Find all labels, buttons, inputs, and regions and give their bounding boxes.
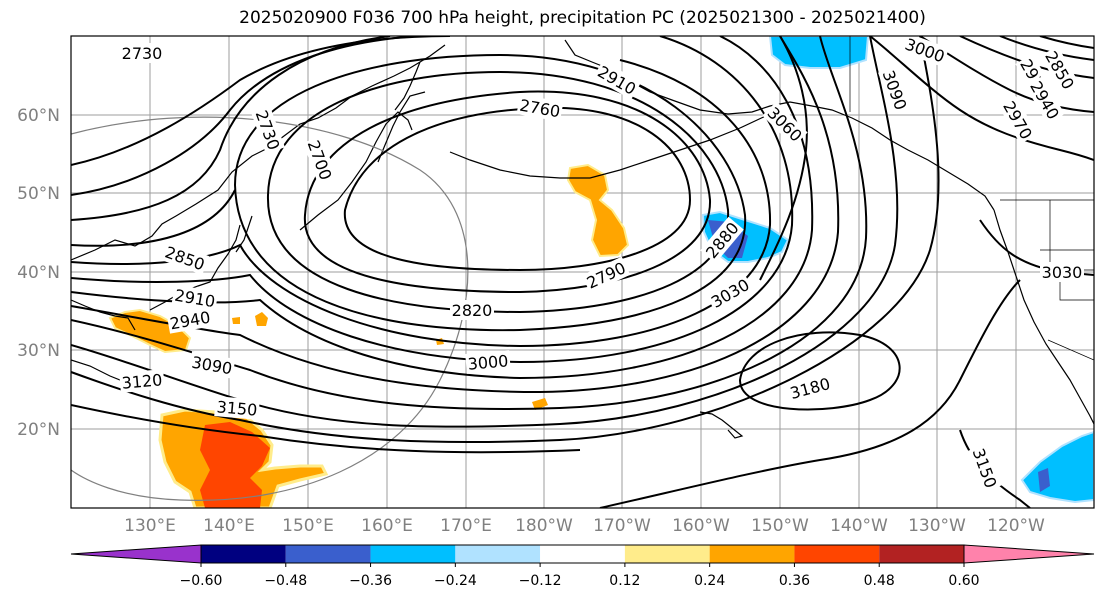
contour-label-bg bbox=[120, 43, 164, 63]
graticule bbox=[71, 36, 1094, 508]
contour-label-bg bbox=[878, 65, 912, 115]
precip-area-heavy bbox=[200, 422, 270, 508]
longitude-label: 150°W bbox=[751, 516, 809, 536]
latitude-label: 40°N bbox=[17, 263, 60, 283]
contour-label-bg bbox=[251, 105, 285, 155]
longitude-label: 130°E bbox=[124, 516, 176, 536]
colorbar-swatch bbox=[201, 545, 286, 563]
colorbar-extend-max bbox=[963, 544, 1095, 564]
precip-area-small bbox=[532, 398, 548, 410]
contour-label-bg bbox=[700, 216, 744, 264]
contour-label-bg bbox=[160, 241, 210, 275]
colorbar-swatch bbox=[370, 545, 456, 563]
colorbar-frame bbox=[200, 544, 965, 564]
colorbar-tick-label: 0.12 bbox=[609, 573, 640, 589]
contour-label: 3000 bbox=[467, 351, 509, 373]
colorbar-extend-min bbox=[70, 544, 202, 564]
colorbar-tick-label: −0.24 bbox=[434, 573, 477, 589]
longitude-label: 140°W bbox=[830, 516, 888, 536]
longitude-label: 160°W bbox=[672, 516, 730, 536]
contour-label-bg bbox=[171, 284, 219, 312]
precip-area-small bbox=[255, 312, 268, 326]
precip-area-alaska bbox=[768, 36, 870, 69]
contour-label-bg bbox=[166, 306, 214, 334]
longitude-label: 150°E bbox=[282, 516, 334, 536]
contour-label-bg bbox=[900, 36, 950, 67]
longitude-label: 160°E bbox=[361, 516, 413, 536]
contour-label-bg bbox=[592, 60, 642, 100]
colorbar-tick-label: 0.24 bbox=[694, 573, 725, 589]
contour-label-bg bbox=[786, 372, 834, 404]
longitude-label: 140°E bbox=[203, 516, 255, 536]
precip-area-small bbox=[232, 317, 240, 324]
longitude-axis: 130°E 140°E 150°E 160°E 170°E 180°W 170°W 160°W… bbox=[124, 516, 1045, 536]
contour-label: 2730 bbox=[122, 44, 163, 63]
contour-label-bg bbox=[465, 350, 511, 374]
map-frame bbox=[70, 35, 1095, 509]
colorbar-swatch bbox=[455, 545, 541, 563]
longitude-label: 120°W bbox=[987, 516, 1045, 536]
colorbar-tick-label: −0.36 bbox=[349, 573, 392, 589]
colorbar-swatch bbox=[794, 545, 880, 563]
contour-label-bg bbox=[303, 135, 337, 185]
longitude-label: 170°W bbox=[593, 516, 651, 536]
contour-label: 2820 bbox=[452, 301, 493, 320]
contour-label-bg bbox=[188, 351, 236, 379]
contour-label-bg bbox=[516, 94, 564, 122]
precip-area-mexico-strong bbox=[1038, 468, 1050, 492]
contour-label-bg bbox=[214, 396, 260, 420]
latitude-axis: 60°N 50°N 40°N 30°N 20°N bbox=[17, 106, 60, 440]
colorbar-tick-label: −0.48 bbox=[264, 573, 307, 589]
longitude-label: 130°W bbox=[908, 516, 966, 536]
contour-label-bg bbox=[968, 443, 1002, 493]
colorbar-tick-label: −0.12 bbox=[519, 573, 562, 589]
precip-area-aleutian bbox=[566, 163, 630, 258]
colorbar-swatch bbox=[285, 545, 371, 563]
contour-label-bg bbox=[450, 300, 494, 320]
longitude-label: 180°W bbox=[515, 516, 573, 536]
colorbar-swatch bbox=[709, 545, 795, 563]
longitude-label: 170°E bbox=[440, 516, 492, 536]
latitude-label: 50°N bbox=[17, 184, 60, 204]
latitude-label: 30°N bbox=[17, 341, 60, 361]
colorbar-tick-label: 0.36 bbox=[779, 573, 810, 589]
contour-label: 3150 bbox=[216, 397, 258, 419]
colorbar-tick-label: −0.60 bbox=[180, 573, 223, 589]
colorbar-tick-label: 0.60 bbox=[948, 573, 979, 589]
map-title: 2025020900 F036 700 hPa height, precipit… bbox=[239, 8, 926, 28]
colorbar-swatch bbox=[879, 545, 964, 563]
contour-label-bg bbox=[998, 95, 1038, 145]
latitude-label: 20°N bbox=[17, 420, 60, 440]
colorbar: −0.60 −0.48 −0.36 −0.24 −0.12 0.12 0.24 0.36 0.4… bbox=[70, 544, 1095, 589]
contour-label-bg bbox=[581, 256, 631, 294]
contour-label-bg bbox=[762, 101, 808, 147]
colorbar-swatch bbox=[540, 545, 625, 563]
contour-label-bg bbox=[1040, 262, 1084, 282]
contour-label-bg bbox=[119, 369, 165, 393]
contour-label-bg bbox=[1040, 45, 1080, 95]
latitude-label: 60°N bbox=[17, 106, 60, 126]
colorbar-swatch bbox=[624, 545, 710, 563]
contour-label: 3030 bbox=[1042, 263, 1083, 282]
colorbar-tick-label: 0.48 bbox=[864, 573, 895, 589]
contour-label: 3120 bbox=[121, 370, 163, 392]
contour-label-bg bbox=[705, 273, 755, 313]
contour-label-bg bbox=[1025, 75, 1065, 125]
